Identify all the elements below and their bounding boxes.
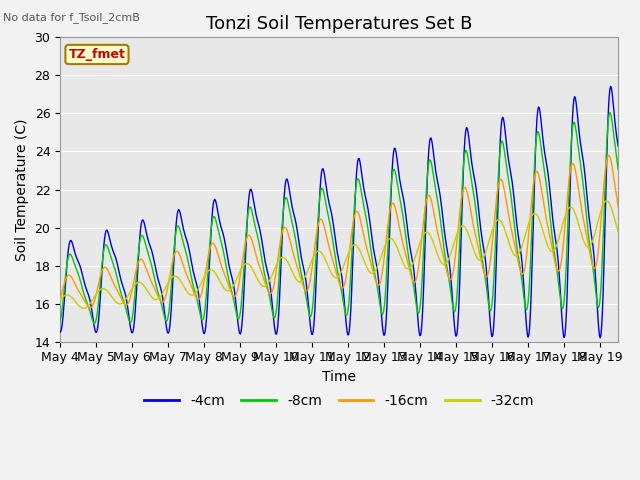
Y-axis label: Soil Temperature (C): Soil Temperature (C)	[15, 118, 29, 261]
Legend: -4cm, -8cm, -16cm, -32cm: -4cm, -8cm, -16cm, -32cm	[138, 388, 540, 413]
Text: No data for f_Tsoil_2cmB: No data for f_Tsoil_2cmB	[3, 12, 140, 23]
Text: TZ_fmet: TZ_fmet	[68, 48, 125, 61]
X-axis label: Time: Time	[322, 370, 356, 384]
Title: Tonzi Soil Temperatures Set B: Tonzi Soil Temperatures Set B	[206, 15, 472, 33]
